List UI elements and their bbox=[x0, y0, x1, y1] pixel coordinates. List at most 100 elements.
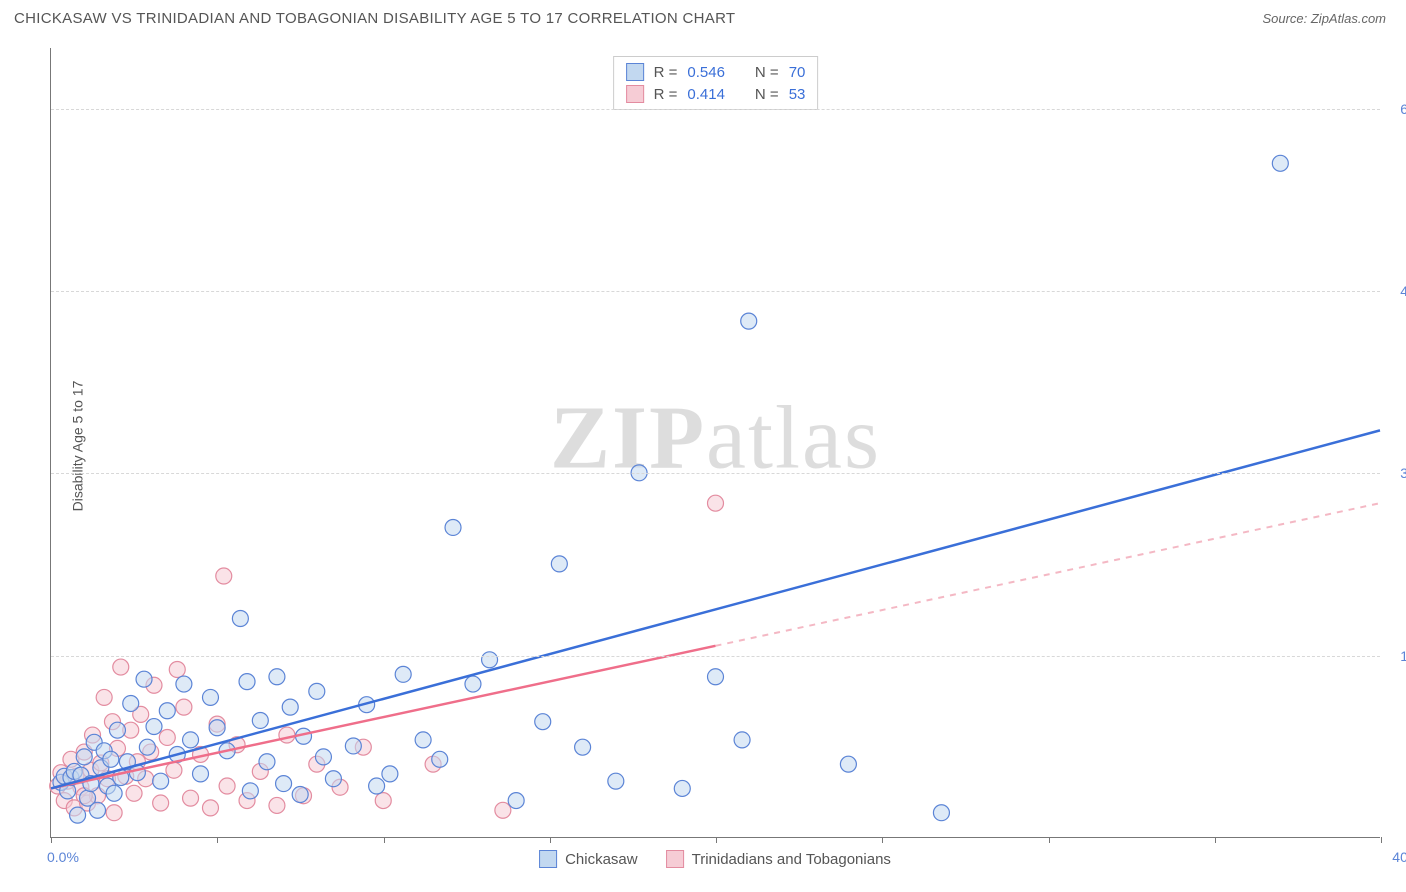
trend-line bbox=[51, 430, 1380, 788]
scatter-point bbox=[76, 749, 92, 765]
scatter-point bbox=[741, 313, 757, 329]
scatter-point bbox=[269, 669, 285, 685]
stat-r-val-2: 0.414 bbox=[687, 86, 725, 103]
x-tick bbox=[217, 837, 218, 843]
scatter-point bbox=[279, 727, 295, 743]
scatter-point bbox=[106, 805, 122, 821]
gridline-h bbox=[51, 473, 1380, 474]
chart-area: ZIPatlas R = 0.546 N = 70 R = 0.414 N = … bbox=[50, 48, 1380, 838]
x-tick bbox=[1049, 837, 1050, 843]
legend-item-chickasaw: Chickasaw bbox=[539, 850, 638, 868]
scatter-point bbox=[106, 785, 122, 801]
scatter-point bbox=[734, 732, 750, 748]
scatter-point bbox=[113, 659, 129, 675]
stat-r-label: R = bbox=[654, 64, 678, 81]
scatter-point bbox=[575, 739, 591, 755]
scatter-point bbox=[166, 762, 182, 778]
scatter-point bbox=[292, 787, 308, 803]
scatter-point bbox=[309, 683, 325, 699]
scatter-point bbox=[242, 783, 258, 799]
x-tick-label: 40.0% bbox=[1392, 849, 1406, 865]
plot-svg bbox=[51, 48, 1380, 837]
scatter-point bbox=[369, 778, 385, 794]
chart-title: CHICKASAW VS TRINIDADIAN AND TOBAGONIAN … bbox=[14, 10, 735, 27]
gridline-h bbox=[51, 291, 1380, 292]
scatter-point bbox=[415, 732, 431, 748]
y-tick-label: 45.0% bbox=[1385, 283, 1406, 299]
scatter-point bbox=[259, 754, 275, 770]
x-tick bbox=[716, 837, 717, 843]
stat-n-label-2: N = bbox=[755, 86, 779, 103]
scatter-point bbox=[103, 751, 119, 767]
swatch-blue bbox=[626, 63, 644, 81]
swatch-pink-legend bbox=[666, 850, 684, 868]
scatter-point bbox=[933, 805, 949, 821]
scatter-point bbox=[219, 778, 235, 794]
scatter-point bbox=[176, 676, 192, 692]
swatch-pink bbox=[626, 85, 644, 103]
x-tick bbox=[882, 837, 883, 843]
scatter-point bbox=[146, 719, 162, 735]
swatch-blue-legend bbox=[539, 850, 557, 868]
scatter-point bbox=[508, 793, 524, 809]
scatter-point bbox=[551, 556, 567, 572]
scatter-point bbox=[159, 729, 175, 745]
legend-stats-row-1: R = 0.546 N = 70 bbox=[626, 61, 806, 83]
scatter-point bbox=[465, 676, 481, 692]
gridline-h bbox=[51, 109, 1380, 110]
scatter-point bbox=[495, 802, 511, 818]
x-tick bbox=[1215, 837, 1216, 843]
scatter-point bbox=[708, 669, 724, 685]
scatter-point bbox=[1272, 155, 1288, 171]
scatter-point bbox=[96, 689, 112, 705]
legend-stats-row-2: R = 0.414 N = 53 bbox=[626, 83, 806, 105]
scatter-point bbox=[482, 652, 498, 668]
scatter-point bbox=[202, 800, 218, 816]
scatter-point bbox=[109, 722, 125, 738]
scatter-point bbox=[169, 661, 185, 677]
scatter-point bbox=[840, 756, 856, 772]
legend-label-2: Trinidadians and Tobagonians bbox=[692, 851, 891, 868]
y-tick-label: 60.0% bbox=[1385, 101, 1406, 117]
scatter-point bbox=[202, 689, 218, 705]
scatter-point bbox=[282, 699, 298, 715]
scatter-point bbox=[183, 790, 199, 806]
y-tick-label: 30.0% bbox=[1385, 465, 1406, 481]
scatter-point bbox=[139, 739, 155, 755]
scatter-point bbox=[674, 780, 690, 796]
scatter-point bbox=[90, 802, 106, 818]
legend-series: Chickasaw Trinidadians and Tobagonians bbox=[539, 850, 891, 868]
stat-r-label-2: R = bbox=[654, 86, 678, 103]
scatter-point bbox=[153, 795, 169, 811]
trend-line bbox=[51, 646, 716, 789]
scatter-point bbox=[136, 671, 152, 687]
scatter-point bbox=[445, 519, 461, 535]
legend-label-1: Chickasaw bbox=[565, 851, 638, 868]
scatter-point bbox=[395, 666, 411, 682]
scatter-point bbox=[176, 699, 192, 715]
scatter-point bbox=[708, 495, 724, 511]
scatter-point bbox=[159, 703, 175, 719]
stat-n-val-2: 53 bbox=[789, 86, 806, 103]
scatter-point bbox=[153, 773, 169, 789]
scatter-point bbox=[183, 732, 199, 748]
scatter-point bbox=[315, 749, 331, 765]
plot-region: ZIPatlas R = 0.546 N = 70 R = 0.414 N = … bbox=[50, 48, 1380, 838]
scatter-point bbox=[216, 568, 232, 584]
scatter-point bbox=[608, 773, 624, 789]
scatter-point bbox=[126, 785, 142, 801]
x-tick-label: 0.0% bbox=[47, 849, 79, 865]
scatter-point bbox=[239, 674, 255, 690]
y-tick-label: 15.0% bbox=[1385, 648, 1406, 664]
stat-n-label: N = bbox=[755, 64, 779, 81]
scatter-point bbox=[232, 611, 248, 627]
x-tick bbox=[384, 837, 385, 843]
gridline-h bbox=[51, 656, 1380, 657]
scatter-point bbox=[209, 720, 225, 736]
legend-item-trinidadians: Trinidadians and Tobagonians bbox=[666, 850, 891, 868]
scatter-point bbox=[123, 695, 139, 711]
x-tick bbox=[550, 837, 551, 843]
scatter-point bbox=[382, 766, 398, 782]
x-tick bbox=[1381, 837, 1382, 843]
scatter-point bbox=[345, 738, 361, 754]
